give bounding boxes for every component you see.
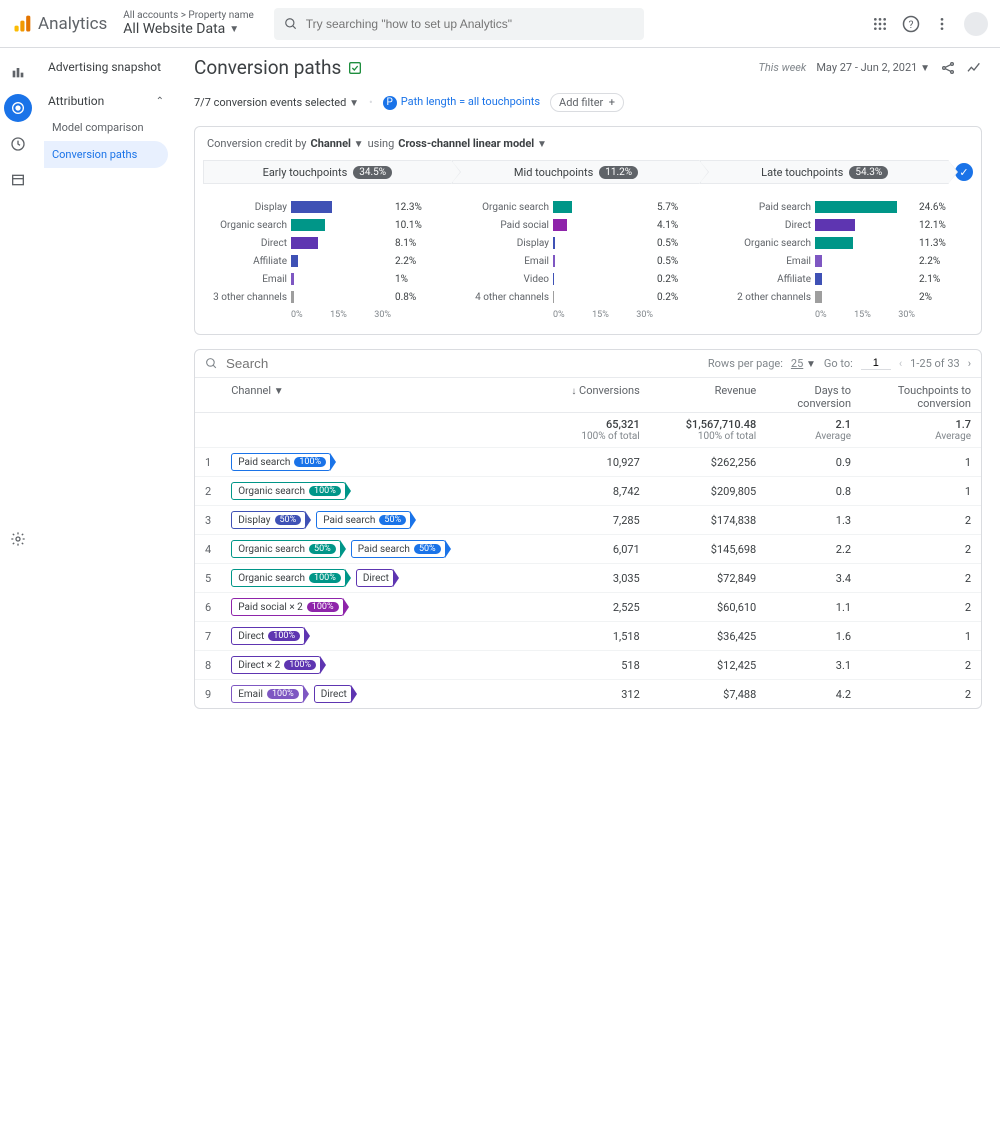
events-selector[interactable]: 7/7 conversion events selected ▼ — [194, 96, 359, 109]
chart-bar-row: Email1% — [209, 270, 443, 288]
avatar[interactable] — [964, 12, 988, 36]
chart-bar-row: Organic search11.3% — [733, 234, 967, 252]
chart-bar-row: Email2.2% — [733, 252, 967, 270]
col-channel[interactable]: Channel ▼ — [221, 378, 536, 413]
goto-input[interactable] — [861, 357, 891, 370]
chart-bar-row: Paid search24.6% — [733, 198, 967, 216]
chart-bar-row: Display0.5% — [471, 234, 705, 252]
model-selector[interactable]: Cross-channel linear model ▼ — [398, 137, 547, 150]
touchpoints-card: Conversion credit by Channel ▼ using Cro… — [194, 126, 982, 335]
chart-bar-row: Video0.2% — [471, 270, 705, 288]
chart-bar-row: Organic search10.1% — [209, 216, 443, 234]
table-row[interactable]: 4Organic search50%Paid search50% 6,071$1… — [195, 535, 981, 564]
page-title: Conversion paths — [194, 56, 341, 79]
table-row[interactable]: 7Direct100% 1,518$36,4251.61 — [195, 622, 981, 651]
search-input[interactable] — [306, 17, 634, 31]
table-row[interactable]: 6Paid social × 2100% 2,525$60,6101.12 — [195, 593, 981, 622]
settings-gear[interactable] — [10, 531, 26, 550]
table-row[interactable]: 9Email100%Direct 312$7,4884.22 — [195, 680, 981, 709]
chart-bar-row: 3 other channels0.8% — [209, 288, 443, 306]
chart-bar-row: Paid social4.1% — [471, 216, 705, 234]
analytics-logo-icon — [12, 14, 32, 34]
touchpoint-tab[interactable]: Late touchpoints54.3% — [700, 160, 949, 184]
nav-section-attribution[interactable]: Attribution ⌃ — [44, 88, 168, 114]
nav-item-conversion-paths[interactable]: Conversion paths — [44, 141, 168, 168]
page-range: 1-25 of 33 — [910, 357, 960, 370]
chevron-down-icon: ▼ — [229, 24, 239, 35]
paths-table: Channel ▼↓ ConversionsRevenueDays toconv… — [195, 378, 981, 708]
rail-home[interactable] — [4, 58, 32, 86]
global-search[interactable] — [274, 8, 644, 40]
add-filter-chip[interactable]: Add filter + — [550, 93, 624, 112]
rows-per-page-selector[interactable]: 25 ▼ — [791, 357, 816, 370]
table-search-input[interactable] — [226, 356, 403, 371]
nav-panel: Advertising snapshot Attribution ⌃ Model… — [36, 48, 176, 729]
property-selector[interactable]: All accounts > Property name All Website… — [123, 10, 254, 37]
property-crumb: All accounts > Property name — [123, 10, 254, 21]
table-row[interactable]: 3Display50%Paid search50% 7,285$174,8381… — [195, 506, 981, 535]
rail-advertising[interactable] — [4, 94, 32, 122]
topbar-actions: ? — [872, 12, 988, 36]
credit-by-selector[interactable]: Channel ▼ — [311, 137, 364, 150]
col-header[interactable]: Days toconversion — [766, 378, 861, 413]
summary-row: 65,321100% of total $1,567,710.48100% of… — [195, 413, 981, 448]
table-row[interactable]: 8Direct × 2100% 518$12,4253.12 — [195, 651, 981, 680]
insights-icon[interactable] — [966, 60, 982, 76]
share-icon[interactable] — [940, 60, 956, 76]
chevron-up-icon: ⌃ — [156, 96, 164, 107]
logo[interactable]: Analytics — [12, 14, 107, 34]
col-header[interactable]: ↓ Conversions — [536, 378, 650, 413]
content: Conversion paths This week May 27 - Jun … — [176, 48, 1000, 729]
rail-explore[interactable] — [4, 130, 32, 158]
date-range[interactable]: May 27 - Jun 2, 2021 ▼ — [816, 61, 930, 74]
chart-bar-row: 2 other channels2% — [733, 288, 967, 306]
chart-bar-row: Affiliate2.1% — [733, 270, 967, 288]
table-row[interactable]: 5Organic search100%Direct 3,035$72,8493.… — [195, 564, 981, 593]
next-page[interactable]: › — [968, 357, 971, 370]
more-icon[interactable] — [934, 16, 950, 32]
nav-rail — [0, 48, 36, 729]
touchpoint-tab[interactable]: Early touchpoints34.5% — [203, 160, 452, 184]
col-header[interactable]: Touchpoints toconversion — [861, 378, 981, 413]
help-icon[interactable]: ? — [902, 15, 920, 33]
col-header[interactable]: Revenue — [650, 378, 767, 413]
table-row[interactable]: 1Paid search100% 10,927$262,2560.91 — [195, 448, 981, 477]
path-filter[interactable]: PPath length = all touchpoints — [383, 95, 540, 110]
chart-bar-row: Affiliate2.2% — [209, 252, 443, 270]
verified-icon — [347, 60, 363, 76]
table-row[interactable]: 2Organic search100% 8,742$209,8050.81 — [195, 477, 981, 506]
rail-library[interactable] — [4, 166, 32, 194]
search-icon — [205, 357, 218, 370]
paths-table-card: Rows per page: 25 ▼ Go to: ‹ 1-25 of 33 … — [194, 349, 982, 709]
nav-snapshot[interactable]: Advertising snapshot — [44, 60, 168, 74]
gear-icon — [10, 531, 26, 547]
apps-icon[interactable] — [872, 16, 888, 32]
nav-item-model-comparison[interactable]: Model comparison — [44, 114, 168, 141]
chart-bar-row: Direct12.1% — [733, 216, 967, 234]
property-name: All Website Data — [123, 21, 225, 37]
touchpoint-tab[interactable]: Mid touchpoints11.2% — [452, 160, 701, 184]
chart-bar-row: Direct8.1% — [209, 234, 443, 252]
chart-bar-row: Display12.3% — [209, 198, 443, 216]
brand-text: Analytics — [38, 14, 107, 34]
top-bar: Analytics All accounts > Property name A… — [0, 0, 1000, 48]
prev-page[interactable]: ‹ — [899, 357, 902, 370]
search-icon — [284, 17, 298, 31]
svg-text:?: ? — [909, 17, 914, 30]
chart-bar-row: Organic search5.7% — [471, 198, 705, 216]
chart-bar-row: 4 other channels0.2% — [471, 288, 705, 306]
chart-bar-row: Email0.5% — [471, 252, 705, 270]
date-prefix: This week — [759, 61, 807, 74]
